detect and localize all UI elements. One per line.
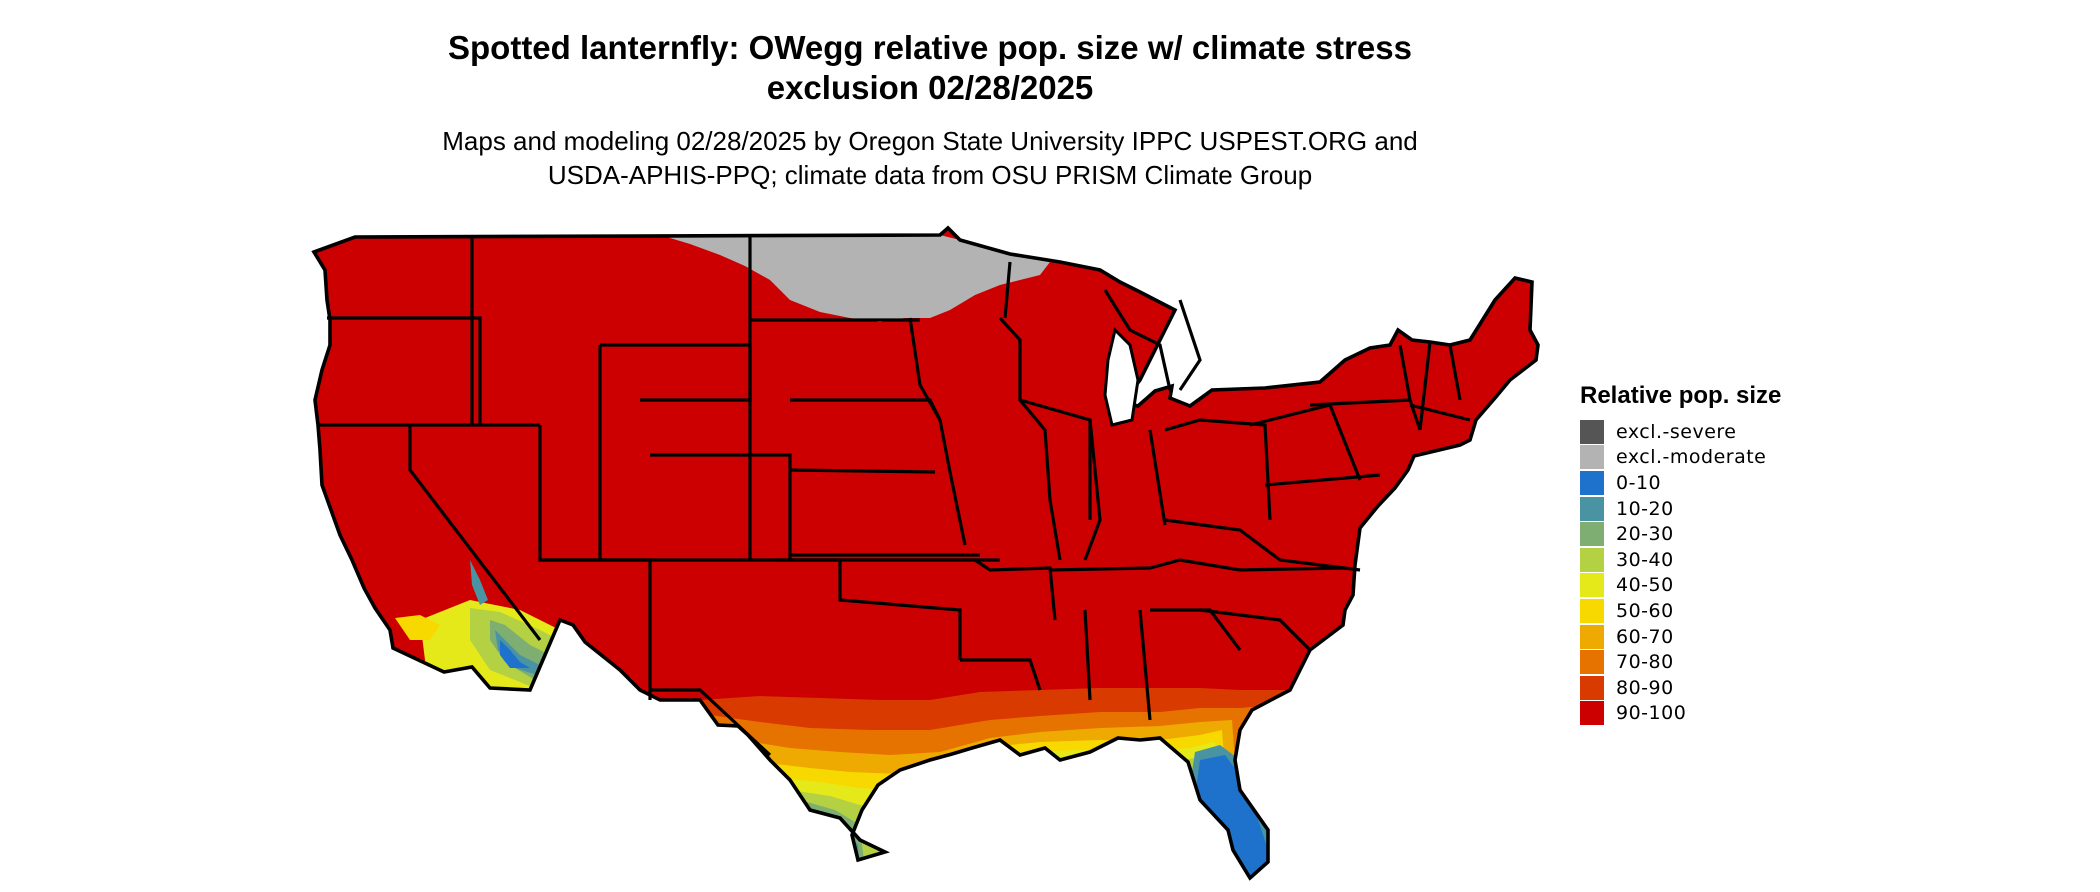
legend-swatch [1580,445,1604,470]
legend-item: 20-30 [1580,521,1781,547]
legend-label: 0-10 [1616,471,1662,494]
legend-title: Relative pop. size [1580,382,1782,409]
legend-swatch [1580,701,1604,726]
legend-label: 90-100 [1616,702,1687,725]
map-subtitle: Maps and modeling 02/28/2025 by Oregon S… [0,124,1860,192]
excl-moderate-north [660,235,1050,322]
legend-item: 30-40 [1580,547,1781,573]
legend-item: 70-80 [1580,649,1781,675]
legend-label: 50-60 [1616,599,1674,622]
legend-label: 40-50 [1616,574,1674,597]
legend-swatch [1580,419,1604,444]
legend-swatch [1580,470,1604,495]
legend-item: 80-90 [1580,675,1781,701]
legend-item: 90-100 [1580,701,1781,727]
legend-label: 20-30 [1616,523,1674,546]
legend-label: 30-40 [1616,548,1674,571]
legend-item: 0-10 [1580,470,1781,496]
legend-item: excl.-severe [1580,419,1781,445]
legend-label: 70-80 [1616,651,1674,674]
legend-item: 40-50 [1580,573,1781,599]
legend-swatch [1580,522,1604,547]
legend-item: 60-70 [1580,624,1781,650]
state-boundaries [318,237,1471,757]
map-subtitle-line-2: USDA-APHIS-PPQ; climate data from OSU PR… [547,160,1313,190]
legend-item: excl.-moderate [1580,445,1781,471]
legend-swatch [1580,547,1604,572]
lake-michigan [1103,327,1140,427]
legend-item: 10-20 [1580,496,1781,522]
legend-swatch [1580,624,1604,649]
legend-label: excl.-moderate [1616,446,1767,469]
legend-swatch [1580,675,1604,700]
legend-swatch [1580,496,1604,521]
legend-swatch [1580,598,1604,623]
legend: Relative pop. size excl.-severe excl.-mod… [1580,381,1781,726]
legend-label: 10-20 [1616,497,1674,520]
legend-label: 60-70 [1616,625,1674,648]
legend-swatch [1580,573,1604,598]
map-subtitle-line-1: Maps and modeling 02/28/2025 by Oregon S… [442,126,1418,156]
map-title-line-2: exclusion 02/28/2025 [766,69,1094,106]
legend-swatch [1580,650,1604,675]
legend-item: 50-60 [1580,598,1781,624]
legend-label: 80-90 [1616,676,1674,699]
map-title: Spotted lanternfly: OWegg relative pop. … [0,28,1860,108]
map-title-line-1: Spotted lanternfly: OWegg relative pop. … [448,29,1412,66]
legend-label: excl.-severe [1616,420,1737,443]
us-land-base [314,228,1538,878]
legend-items: excl.-severe excl.-moderate 0-10 10-20 20-30… [1580,419,1781,726]
